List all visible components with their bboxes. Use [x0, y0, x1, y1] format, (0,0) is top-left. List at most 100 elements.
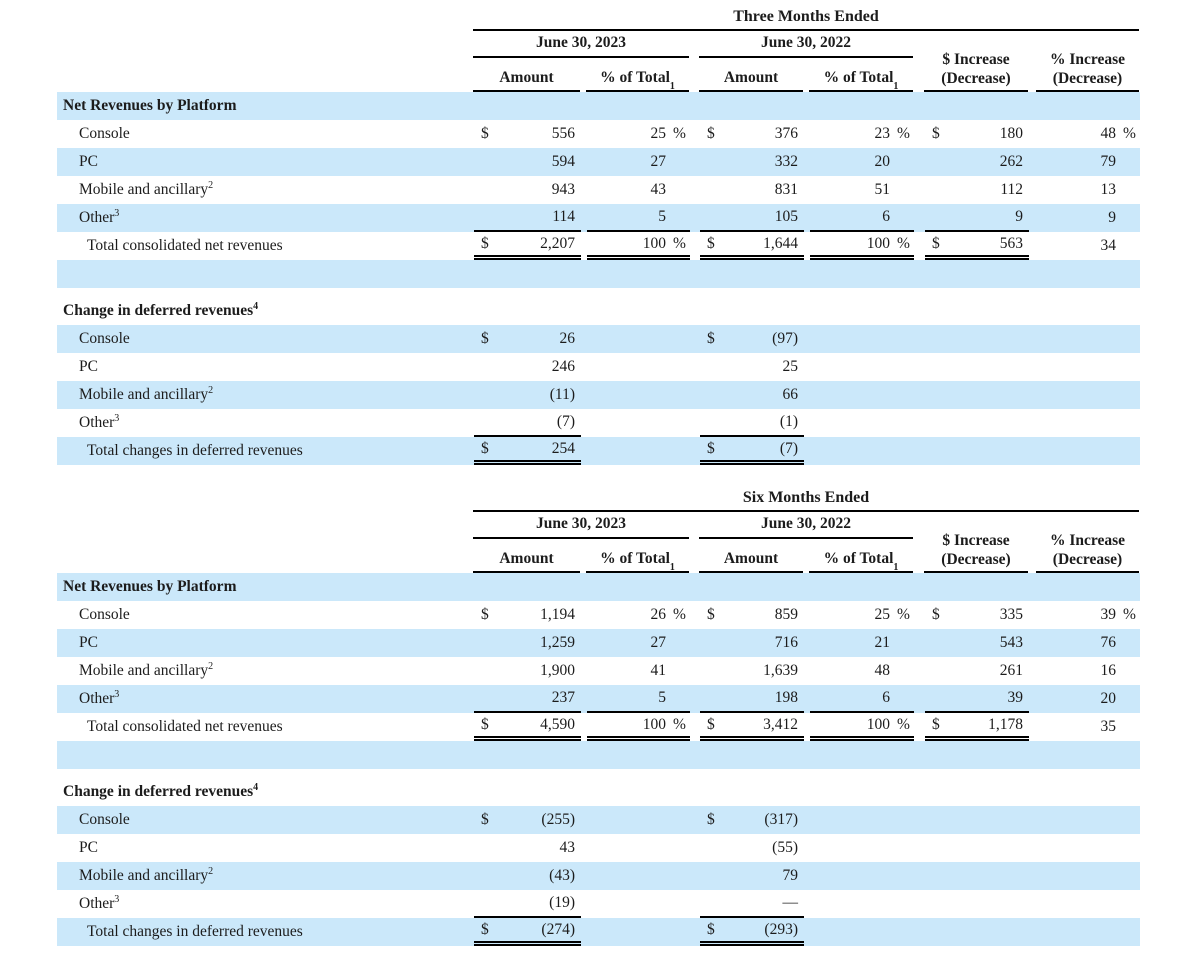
- column-gap: [1029, 204, 1037, 232]
- cell-pct-increase: [1037, 325, 1140, 353]
- column-gap: [690, 601, 700, 629]
- cell-value: 35: [1100, 718, 1117, 735]
- column-gap: [914, 657, 925, 685]
- cell-value: (7): [779, 439, 798, 457]
- cell-value: 9: [1015, 208, 1023, 225]
- cell-value: 6: [882, 689, 890, 706]
- cell-amount-2023: 1,259: [474, 629, 581, 657]
- cell-dollar-increase: 261: [925, 657, 1029, 685]
- column-gap: [690, 409, 700, 437]
- cell-amount-2023: 1,900: [474, 657, 581, 685]
- cell-value: (274): [541, 920, 575, 938]
- row-label-text: PC: [79, 839, 98, 856]
- pct-of-total-column-header: % of Total 1: [809, 60, 913, 92]
- total-row: Total changes in deferred revenues $ (274)…: [57, 918, 1140, 946]
- cell-amount-2022: (1): [700, 409, 804, 437]
- amount-column-header: Amount: [473, 541, 580, 573]
- cell-value: 48: [1100, 125, 1117, 142]
- footnote-superscript: 2: [208, 660, 214, 672]
- dollar-increase-column-header: $ Increase (Decrease): [924, 515, 1028, 573]
- date-column-group-2022: June 30, 2022 Amount% of Total 1: [699, 34, 913, 92]
- column-gap: [914, 176, 925, 204]
- header-rule: [473, 29, 1139, 31]
- data-row: Other3 (19) —: [57, 890, 1140, 918]
- data-row: Other3 237 5 198 6 39 20: [57, 685, 1140, 713]
- column-headers: June 30, 2023 Amount% of Total 1 June 30, 2…: [57, 515, 1140, 573]
- cell-dollar-increase: 112: [925, 176, 1029, 204]
- cell-value: 556: [551, 125, 575, 142]
- column-gap: [690, 381, 700, 409]
- cell-pct-increase: [1037, 862, 1140, 890]
- row-label: PC: [57, 839, 474, 857]
- cell-value: 20: [1100, 690, 1117, 707]
- row-label: Other3: [57, 689, 474, 708]
- pct-of-total-label: % of Total: [600, 69, 670, 86]
- cell-amount-2022: $376: [700, 120, 804, 148]
- cell-pct-of-total-2023: 27: [587, 629, 690, 657]
- cell-value: 26: [559, 330, 576, 347]
- pct-of-total-column-header: % of Total 1: [586, 60, 689, 92]
- column-gap: [1029, 381, 1037, 409]
- cell-pct-of-total-2023: 100%: [587, 232, 690, 260]
- column-gap: [1029, 806, 1037, 834]
- subcolumn-headers: Amount% of Total 1: [699, 541, 913, 573]
- row-label: PC: [57, 153, 474, 171]
- cell-value: 100: [866, 234, 890, 252]
- dollar-sign: $: [932, 234, 940, 252]
- cell-amount-2023: $ (255): [474, 806, 581, 834]
- cell-value: 1,644: [763, 234, 798, 252]
- row-label-text: Change in deferred revenues: [63, 302, 254, 319]
- dollar-increase-line1: $ Increase: [942, 51, 1010, 69]
- row-label-text: PC: [79, 153, 98, 170]
- row-label-text: Other: [79, 209, 115, 226]
- cell-pct-of-total-2022: 23%: [810, 120, 914, 148]
- row-label: Net Revenues by Platform: [57, 97, 1140, 115]
- subcolumn-headers: Amount% of Total 1: [473, 60, 689, 92]
- column-gap: [1029, 148, 1037, 176]
- cell-value: 21: [874, 634, 891, 651]
- cell-pct-of-total-2023: [587, 325, 690, 353]
- percent-sign: %: [897, 234, 910, 252]
- column-gap: [914, 204, 925, 232]
- cell-value: 13: [1100, 181, 1117, 198]
- cell-amount-2023: $ (274): [474, 918, 581, 946]
- dollar-sign: $: [481, 606, 489, 623]
- cell-pct-increase: [1037, 834, 1140, 862]
- header-label-spacer: [57, 489, 473, 510]
- cell-value: (11): [549, 386, 575, 403]
- cell-value: 27: [650, 634, 667, 651]
- cell-dollar-increase: 9: [925, 204, 1029, 232]
- column-gap: [690, 657, 700, 685]
- pct-increase-line2: (Decrease): [1052, 550, 1123, 568]
- cell-pct-increase: 9: [1037, 204, 1140, 232]
- section-header-row: Change in deferred revenues4: [57, 778, 1140, 806]
- cell-value: (255): [541, 811, 575, 828]
- column-gap: [1029, 890, 1037, 918]
- table-six-months-ended: Six Months Ended June 30, 2023 Amount% of …: [57, 489, 1140, 946]
- footnote-superscript: 4: [253, 781, 259, 793]
- row-label: Console: [57, 125, 474, 143]
- percent-sign: %: [897, 606, 910, 623]
- pct-of-total-column-header: % of Total 1: [586, 541, 689, 573]
- cell-amount-2023: 246: [474, 353, 581, 381]
- row-label-text: Mobile and ancillary: [79, 867, 209, 884]
- table-three-months-ended: Three Months Ended June 30, 2023 Amount% o…: [57, 8, 1140, 465]
- table-header: Three Months Ended: [57, 8, 1140, 29]
- cell-amount-2022: —: [700, 890, 804, 918]
- cell-value: 100: [642, 234, 666, 252]
- date-column-header: June 30, 2022: [761, 34, 851, 51]
- cell-dollar-increase: 543: [925, 629, 1029, 657]
- cell-pct-of-total-2022: 48: [810, 657, 914, 685]
- column-gap: [690, 176, 700, 204]
- cell-value: (7): [556, 413, 575, 430]
- cell-dollar-increase: 39: [925, 685, 1029, 713]
- column-gap: [914, 232, 925, 260]
- row-label-text: Total changes in deferred revenues: [87, 923, 303, 940]
- row-label: Mobile and ancillary2: [57, 179, 474, 199]
- row-label: Mobile and ancillary2: [57, 385, 474, 404]
- cell-amount-2022: $ (7): [700, 437, 804, 465]
- cell-value: (55): [772, 839, 798, 856]
- footnote-superscript: 2: [208, 179, 214, 191]
- dollar-sign: $: [707, 606, 715, 623]
- cell-amount-2023: 114: [474, 204, 581, 232]
